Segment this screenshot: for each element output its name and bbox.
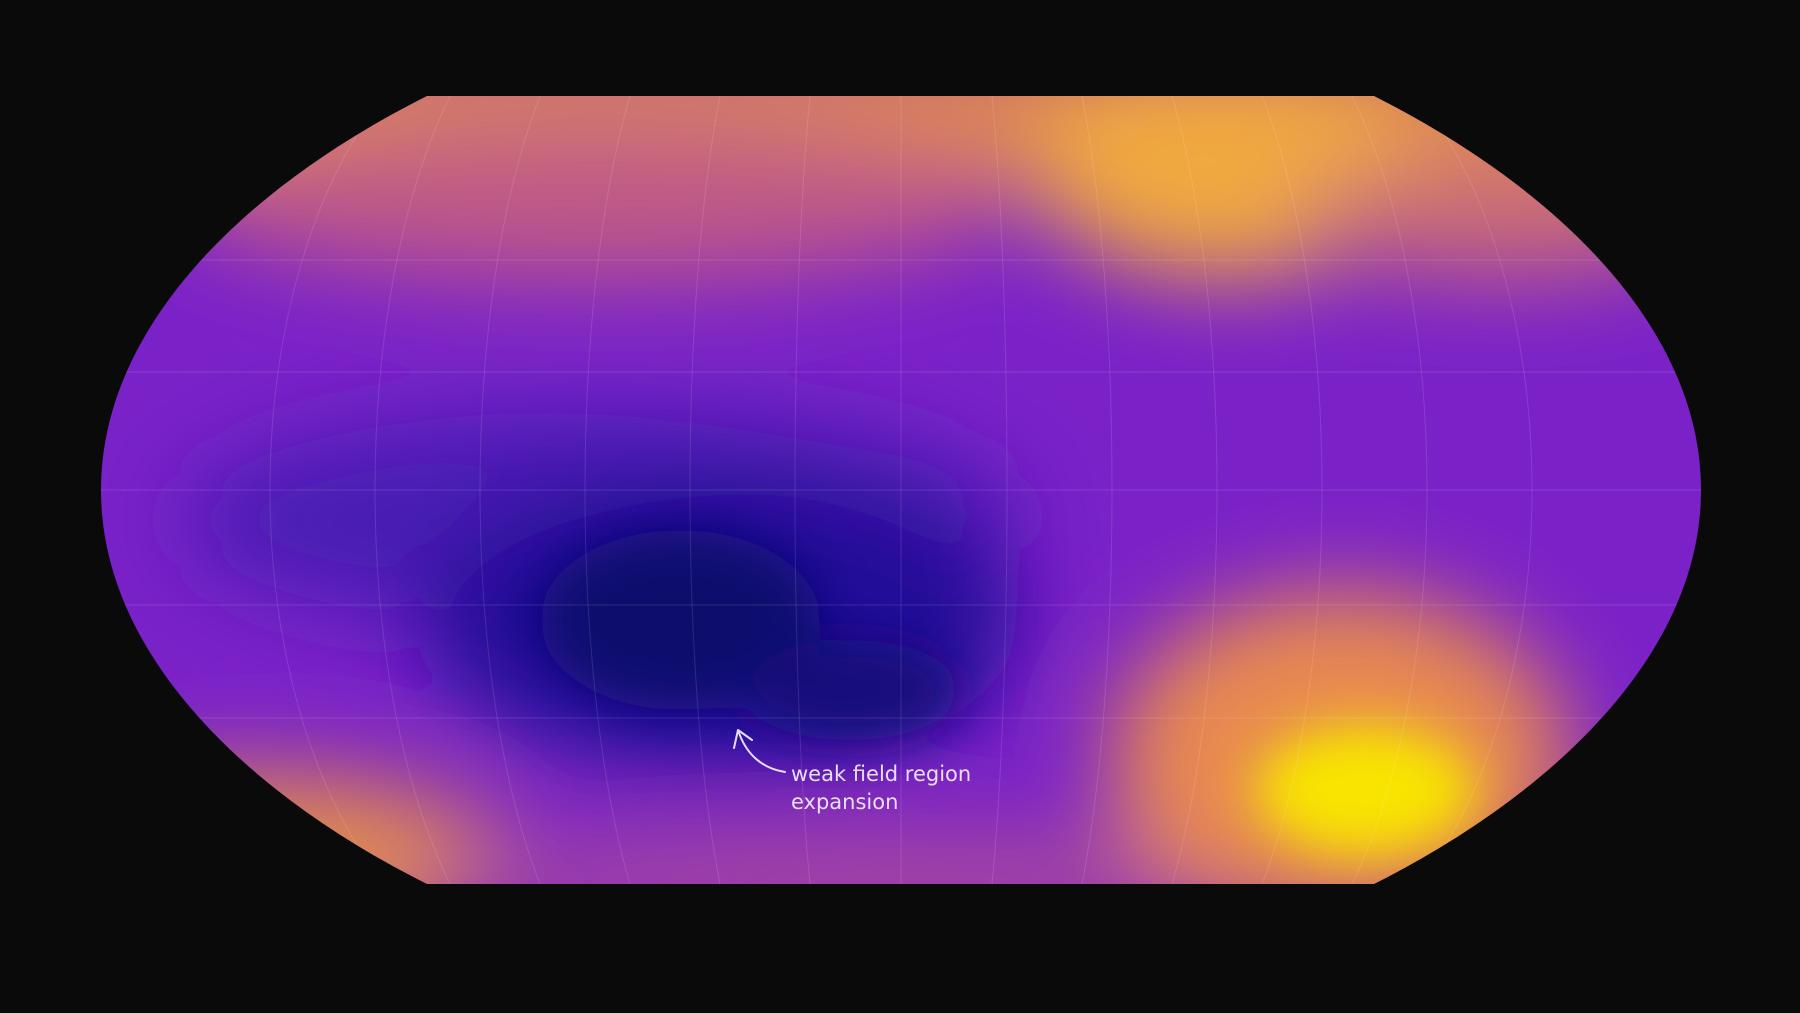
annotation-line-2: expansion — [791, 790, 899, 814]
annotation-arrow-icon — [733, 729, 786, 773]
graticule — [101, 96, 1701, 884]
annotation-label: weak field region expansion — [791, 760, 971, 816]
annotation-line-1: weak field region — [791, 762, 972, 786]
